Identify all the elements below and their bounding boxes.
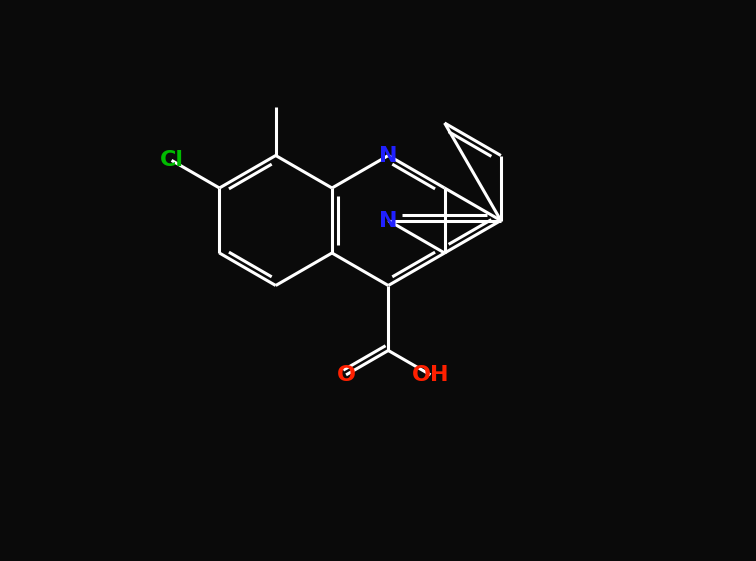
Text: N: N (379, 210, 398, 231)
Text: N: N (379, 145, 398, 165)
Text: OH: OH (412, 365, 449, 385)
Text: O: O (336, 365, 355, 385)
Text: Cl: Cl (160, 150, 184, 171)
